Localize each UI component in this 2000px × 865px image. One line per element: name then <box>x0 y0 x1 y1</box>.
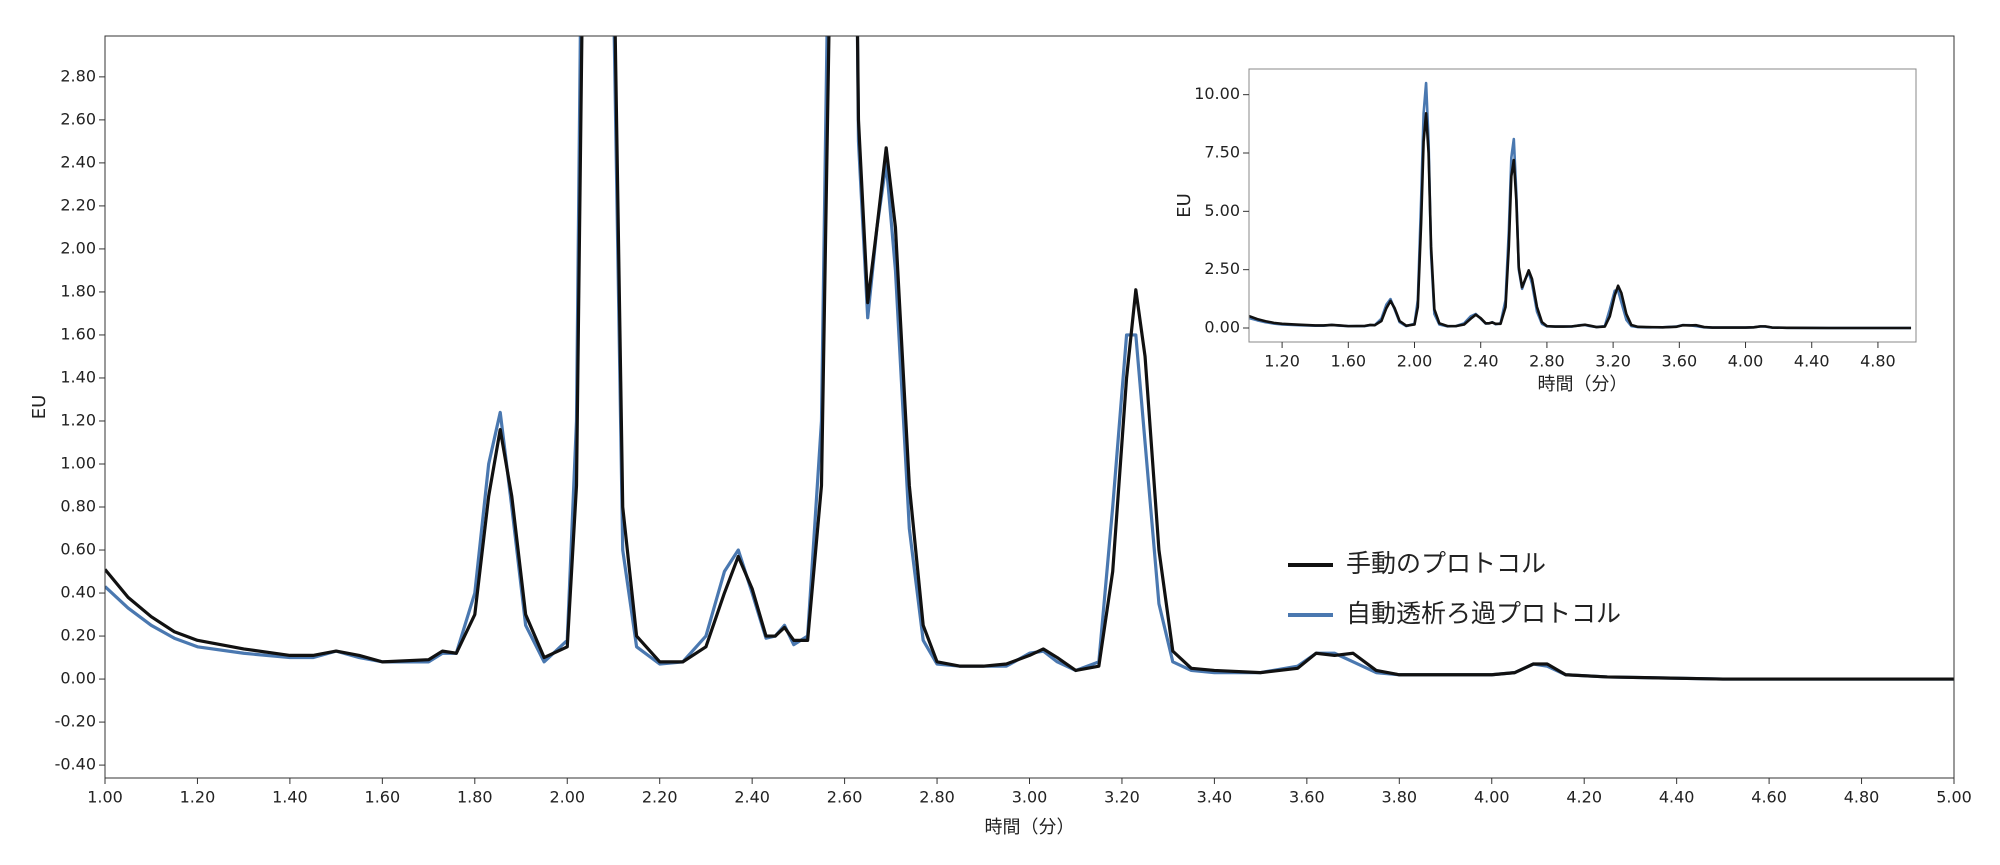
plot-lines <box>105 36 1954 681</box>
y-tick-label: 2.40 <box>60 152 96 171</box>
x-tick-label: 3.60 <box>1289 788 1325 807</box>
y-tick-label: 0.40 <box>60 583 96 602</box>
x-tick-label: 2.00 <box>1397 352 1433 371</box>
x-tick-label: 4.20 <box>1566 788 1602 807</box>
y-axis-title: EU <box>1174 193 1195 218</box>
y-tick-label: 10.00 <box>1194 84 1240 103</box>
legend-label: 自動透析ろ過プロトコル <box>1346 599 1621 628</box>
x-tick-label: 1.60 <box>365 788 401 807</box>
y-tick-label: 2.20 <box>60 195 96 214</box>
y-tick-label: 2.80 <box>60 66 96 85</box>
y-tick-label: 5.00 <box>1204 201 1240 220</box>
plot-frame <box>1248 68 1917 343</box>
x-tick-label: 1.40 <box>272 788 308 807</box>
y-tick-label: 2.00 <box>60 238 96 257</box>
y-tick-label: 1.00 <box>60 453 96 472</box>
y-tick-label: 0.60 <box>60 540 96 559</box>
x-tick-label: 3.80 <box>1381 788 1417 807</box>
x-tick-label: 2.00 <box>549 788 585 807</box>
x-tick-label: 4.00 <box>1474 788 1510 807</box>
x-tick-label: 4.60 <box>1751 788 1787 807</box>
y-tick-label: 1.20 <box>60 410 96 429</box>
x-tick-label: 2.40 <box>1463 352 1499 371</box>
x-tick-label: 3.20 <box>1595 352 1631 371</box>
x-tick-label: 3.40 <box>1197 788 1233 807</box>
y-tick-label: 0.80 <box>60 497 96 516</box>
y-tick-label: 2.50 <box>1204 259 1240 278</box>
y-tick-label: 1.60 <box>60 324 96 343</box>
x-tick-label: 3.20 <box>1104 788 1140 807</box>
x-tick-label: 1.20 <box>180 788 216 807</box>
x-tick-label: 5.00 <box>1936 788 1972 807</box>
x-tick-label: 3.00 <box>1012 788 1048 807</box>
x-tick-label: 4.40 <box>1659 788 1695 807</box>
y-tick-label: 0.00 <box>60 669 96 688</box>
x-tick-label: 1.00 <box>87 788 123 807</box>
x-tick-label: 1.60 <box>1330 352 1366 371</box>
y-tick-label: -0.40 <box>55 755 96 774</box>
plot-lines <box>1249 81 1912 330</box>
x-tick-label: 4.80 <box>1844 788 1880 807</box>
plot-area <box>1249 69 1916 342</box>
x-tick-label: 2.20 <box>642 788 678 807</box>
series-line <box>1249 112 1912 330</box>
x-tick-label: 4.40 <box>1794 352 1830 371</box>
x-tick-label: 2.40 <box>734 788 770 807</box>
y-tick-label: 0.00 <box>1204 318 1240 337</box>
x-tick-label: 4.80 <box>1860 352 1896 371</box>
y-tick-label: -0.20 <box>55 712 96 731</box>
x-axis-title: 時間（分） <box>1538 374 1628 395</box>
x-tick-label: 4.00 <box>1728 352 1764 371</box>
y-tick-label: 2.60 <box>60 109 96 128</box>
x-tick-label: 2.60 <box>827 788 863 807</box>
legend-label: 手動のプロトコル <box>1346 549 1546 578</box>
x-tick-label: 3.60 <box>1662 352 1698 371</box>
series-line <box>105 36 1954 681</box>
y-tick-label: 0.20 <box>60 626 96 645</box>
y-tick-label: 1.80 <box>60 281 96 300</box>
y-tick-label: 7.50 <box>1204 143 1240 162</box>
y-tick-label: 1.40 <box>60 367 96 386</box>
x-tick-label: 1.80 <box>457 788 493 807</box>
x-tick-label: 2.80 <box>919 788 955 807</box>
y-axis-title: EU <box>29 395 50 420</box>
x-axis-title: 時間（分） <box>985 817 1075 838</box>
x-tick-label: 2.80 <box>1529 352 1565 371</box>
x-tick-label: 1.20 <box>1264 352 1300 371</box>
